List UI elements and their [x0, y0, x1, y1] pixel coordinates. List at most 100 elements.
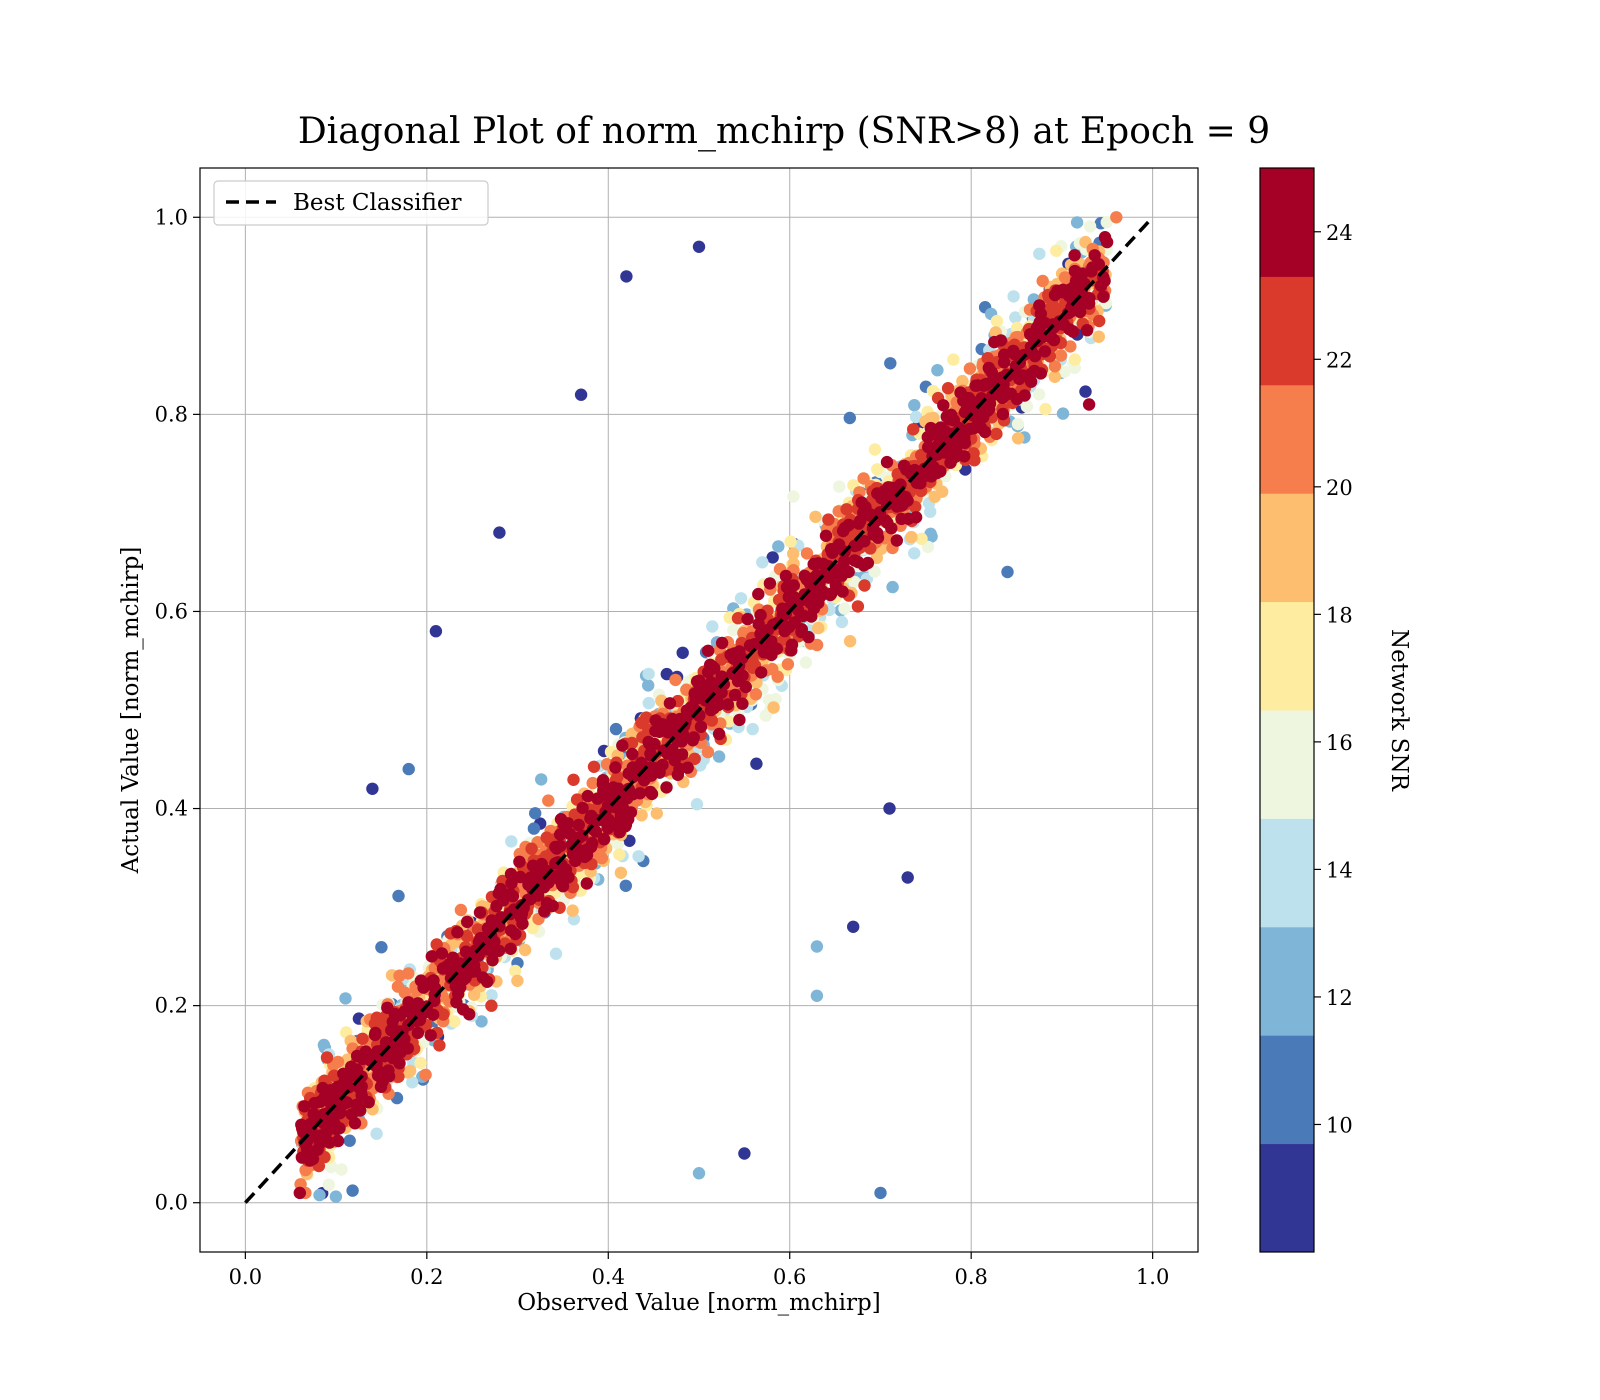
x-tick-label-1: 0.2: [410, 1265, 443, 1289]
scatter-point: [754, 608, 767, 622]
scatter-point: [765, 639, 779, 652]
chart-title: Diagonal Plot of norm_mchirp (SNR>8) at …: [298, 111, 1270, 152]
best-classifier-line: [244, 216, 1154, 1204]
x-axis-ticks: 0.0 0.2 0.4 0.6 0.8 1.0: [229, 1252, 1169, 1289]
scatter-point: [535, 857, 548, 871]
colorbar-tick-label-1: 12: [1326, 986, 1353, 1010]
scatter-point: [663, 697, 677, 710]
scatter-point: [386, 1015, 399, 1028]
scatter-point: [313, 1188, 326, 1202]
colorbar-level-7: [1260, 384, 1314, 494]
scatter-point: [985, 366, 998, 379]
scatter-point: [586, 776, 599, 790]
scatter-point-outlier-18: [293, 1186, 306, 1200]
scatter-point: [1032, 388, 1046, 401]
scatter-point: [609, 722, 623, 736]
scatter-point: [907, 423, 920, 436]
scatter-point: [812, 621, 825, 635]
scatter-point: [454, 903, 468, 917]
colorbar-tick-label-0: 10: [1326, 1113, 1353, 1137]
y-tick-label-4: 0.8: [155, 402, 188, 426]
scatter-point: [406, 1076, 419, 1089]
scatter-point: [505, 876, 518, 890]
scatter-point: [354, 1104, 367, 1117]
scatter-point: [880, 455, 894, 469]
scatter-point: [1098, 231, 1112, 244]
scatter-point-outlier-8: [883, 802, 896, 815]
scatter-point: [868, 443, 882, 456]
scatter-point: [505, 835, 518, 848]
scatter-point: [890, 534, 903, 547]
scatter-point: [807, 557, 820, 571]
scatter-point: [642, 679, 655, 692]
scatter-point: [514, 870, 527, 884]
scatter-point: [728, 688, 742, 702]
scatter-point-outlier-4: [366, 782, 379, 795]
scatter-point: [566, 904, 579, 917]
scatter-point: [963, 362, 977, 375]
scatter-point: [1000, 388, 1013, 401]
scatter-point: [494, 882, 507, 896]
scatter-point: [485, 999, 498, 1012]
colorbar-tick-label-4: 18: [1326, 603, 1353, 627]
scatter-point: [842, 518, 855, 532]
scatter-point: [736, 669, 749, 682]
scatter-point: [741, 612, 754, 626]
x-axis-label: Observed Value [norm_mchirp]: [517, 1290, 880, 1316]
scatter-point: [905, 530, 918, 544]
scatter-point: [650, 807, 663, 820]
scatter-point: [567, 843, 580, 856]
scatter-point: [529, 807, 542, 820]
y-axis-ticks: 0.0 0.2 0.4 0.6 0.8 1.0: [155, 205, 200, 1215]
colorbar-tick-label-5: 20: [1326, 476, 1353, 500]
scatter-point-outlier-11: [810, 989, 824, 1002]
scatter-point: [731, 612, 745, 625]
scatter-point: [393, 969, 406, 982]
scatter-point: [843, 635, 857, 648]
scatter-point: [514, 911, 528, 924]
scatter-point: [669, 673, 682, 687]
colorbar-tick-label-6: 22: [1326, 348, 1353, 372]
scatter-point: [1100, 216, 1114, 229]
scatter-point: [473, 906, 487, 919]
scatter-point: [910, 476, 923, 489]
scatter-point: [425, 950, 438, 963]
colorbar-tick-label-3: 16: [1326, 731, 1353, 755]
scatter-point: [481, 975, 494, 988]
scatter-point: [414, 974, 428, 987]
scatter-point: [572, 818, 585, 832]
scatter-point: [451, 926, 464, 939]
x-tick-label-3: 0.6: [773, 1265, 806, 1289]
scatter-point: [990, 427, 1003, 441]
scatter-point: [1038, 316, 1051, 329]
scatter-point: [858, 535, 871, 548]
scatter-point: [559, 863, 573, 876]
scatter-point: [871, 526, 884, 540]
scatter-point: [895, 512, 908, 526]
scatter-point: [1038, 345, 1052, 358]
scatter-point: [799, 656, 813, 669]
scatter-point: [1050, 244, 1063, 257]
scatter-point: [978, 425, 992, 439]
scatter-point: [835, 615, 849, 629]
scatter-point: [1064, 340, 1077, 353]
scatter-point: [561, 817, 575, 830]
scatter-point: [331, 1080, 344, 1094]
scatter-point: [632, 850, 645, 863]
scatter-point: [1058, 271, 1072, 284]
scatter-point: [1068, 249, 1081, 262]
scatter-point: [854, 514, 867, 527]
scatter-point: [852, 555, 865, 569]
scatter-point: [348, 1117, 362, 1130]
scatter-point: [622, 782, 635, 796]
scatter-point: [763, 577, 777, 590]
scatter-point: [1048, 360, 1062, 373]
scatter-point: [613, 848, 626, 861]
x-tick-label-4: 0.8: [954, 1265, 987, 1289]
scatter-point: [504, 924, 518, 937]
scatter-point: [506, 890, 520, 903]
y-tick-label-5: 1.0: [155, 205, 188, 229]
scatter-point: [504, 942, 517, 955]
scatter-point: [693, 685, 706, 698]
scatter-point: [968, 454, 981, 467]
